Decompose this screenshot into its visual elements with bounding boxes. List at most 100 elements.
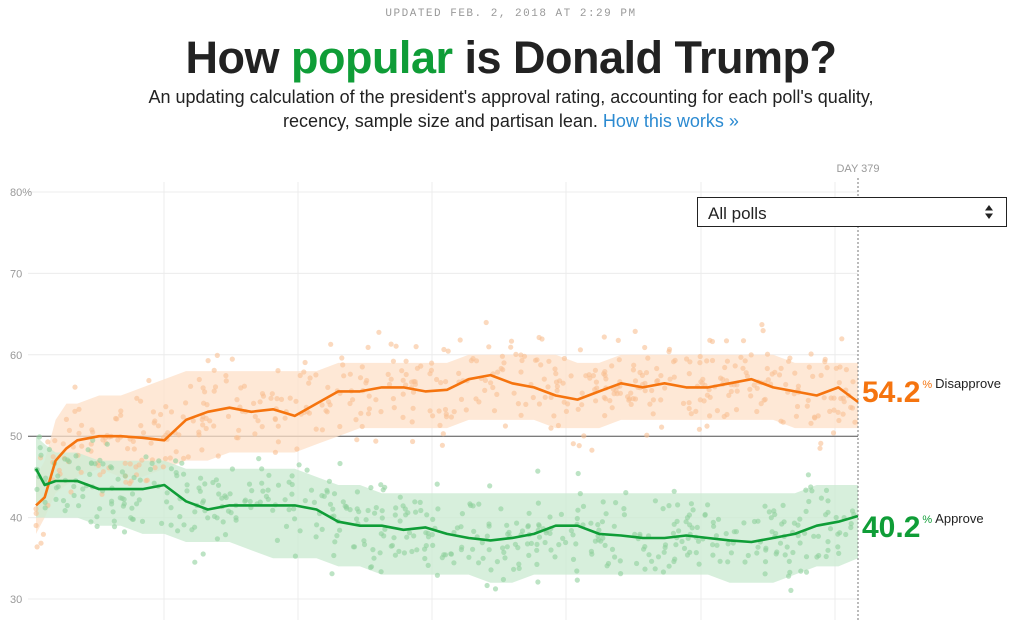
disapprove-poll-dot — [388, 341, 394, 347]
approve-poll-dot — [42, 505, 48, 511]
approve-poll-dot — [459, 544, 465, 550]
approve-poll-dot — [563, 539, 569, 546]
disapprove-poll-dot — [45, 439, 51, 445]
disapprove-poll-dot — [840, 411, 846, 417]
disapprove-poll-dot — [341, 373, 347, 379]
approve-poll-dot — [396, 548, 402, 555]
approve-poll-dot — [575, 470, 581, 477]
disapprove-poll-dot — [792, 370, 798, 376]
disapprove-poll-dot — [211, 423, 217, 429]
disapprove-poll-dot — [650, 411, 656, 417]
disapprove-poll-dot — [445, 348, 451, 354]
disapprove-poll-dot — [776, 372, 783, 378]
disapprove-poll-dot — [294, 446, 300, 452]
disapprove-poll-dot — [822, 359, 828, 365]
disapprove-poll-dot — [257, 399, 263, 405]
how-this-works-link[interactable]: How this works » — [602, 111, 739, 131]
disapprove-poll-dot — [196, 429, 202, 435]
disapprove-poll-dot — [307, 375, 313, 381]
approve-poll-dot — [683, 519, 689, 525]
disapprove-poll-dot — [482, 377, 488, 383]
disapprove-poll-dot — [740, 365, 746, 371]
disapprove-poll-dot — [642, 388, 648, 394]
approve-poll-dot — [609, 546, 616, 553]
approve-poll-dot — [525, 523, 531, 529]
disapprove-poll-dot — [180, 414, 186, 420]
disapprove-poll-dot — [614, 391, 620, 397]
disapprove-poll-dot — [581, 433, 587, 439]
disapprove-poll-dot — [160, 464, 166, 470]
disapprove-poll-dot — [482, 387, 488, 393]
approve-poll-dot — [378, 531, 384, 537]
approve-poll-dot — [304, 467, 310, 473]
disapprove-poll-dot — [60, 441, 66, 447]
disapprove-poll-dot — [202, 389, 208, 395]
disapprove-poll-dot — [97, 472, 103, 478]
approve-poll-dot — [404, 534, 410, 540]
approve-poll-dot — [755, 544, 761, 550]
approve-poll-dot — [771, 508, 777, 514]
disapprove-poll-dot — [457, 337, 463, 343]
approve-poll-dot — [534, 547, 540, 553]
approve-poll-dot — [327, 501, 334, 507]
disapprove-poll-dot — [561, 355, 568, 362]
disapprove-poll-dot — [451, 409, 457, 415]
approve-poll-dot — [220, 519, 226, 525]
title-suffix: is Donald Trump? — [452, 32, 837, 83]
approve-poll-dot — [184, 482, 190, 488]
disapprove-poll-dot — [762, 396, 768, 402]
poll-filter-select[interactable]: All polls — [697, 197, 1007, 227]
disapprove-poll-dot — [508, 338, 515, 344]
approve-poll-dot — [769, 529, 775, 535]
approve-poll-dot — [354, 516, 360, 522]
disapprove-poll-dot — [568, 373, 574, 379]
current-readouts: 54.2% Disapprove 40.2% Approve — [862, 376, 1001, 544]
approve-poll-dot — [397, 494, 403, 500]
approve-poll-dot — [618, 571, 624, 577]
disapprove-poll-dot — [436, 408, 442, 414]
approve-poll-dot — [575, 507, 581, 513]
approve-poll-dot — [393, 505, 399, 511]
disapprove-poll-dot — [200, 385, 206, 391]
disapprove-poll-dot — [155, 423, 161, 429]
disapprove-poll-dot — [793, 413, 800, 419]
approve-poll-dot — [468, 502, 474, 508]
approve-poll-dot — [570, 556, 577, 563]
disapprove-poll-dot — [720, 376, 726, 382]
approve-poll-dot — [326, 478, 332, 484]
approve-poll-dot — [200, 551, 206, 557]
approve-poll-dot — [762, 571, 768, 577]
disapprove-poll-dot — [671, 359, 677, 365]
approve-poll-dot — [213, 477, 219, 483]
approve-poll-dot — [402, 506, 408, 512]
disapprove-poll-dot — [200, 422, 206, 428]
y-tick-label: 40 — [10, 513, 22, 525]
approve-poll-dot — [409, 548, 415, 555]
disapprove-poll-dot — [561, 399, 567, 405]
approve-poll-dot — [111, 524, 118, 530]
approve-poll-dot — [803, 569, 810, 575]
disapprove-poll-dot — [616, 357, 622, 363]
disapprove-poll-dot — [399, 368, 405, 374]
disapprove-poll-dot — [68, 489, 74, 495]
disapprove-poll-dot — [707, 394, 713, 400]
disapprove-poll-dot — [764, 365, 770, 372]
approve-poll-dot — [270, 507, 276, 513]
approve-poll-dot — [192, 559, 198, 565]
disapprove-poll-dot — [732, 363, 738, 369]
approve-poll-dot — [560, 535, 566, 542]
approve-poll-dot — [679, 538, 685, 545]
disapprove-poll-dot — [366, 393, 372, 399]
approve-poll-dot — [848, 524, 854, 531]
disapprove-poll-dot — [205, 358, 211, 364]
disapprove-poll-dot — [259, 391, 266, 397]
approve-poll-dot — [314, 522, 320, 528]
approve-poll-dot — [356, 509, 362, 515]
approve-poll-dot — [809, 488, 815, 494]
approve-poll-dot — [605, 560, 612, 567]
approve-poll-dot — [514, 520, 520, 526]
disapprove-poll-dot — [122, 460, 128, 466]
disapprove-poll-dot — [642, 344, 648, 351]
approve-poll-dot — [378, 569, 384, 575]
approve-poll-dot — [815, 533, 822, 539]
